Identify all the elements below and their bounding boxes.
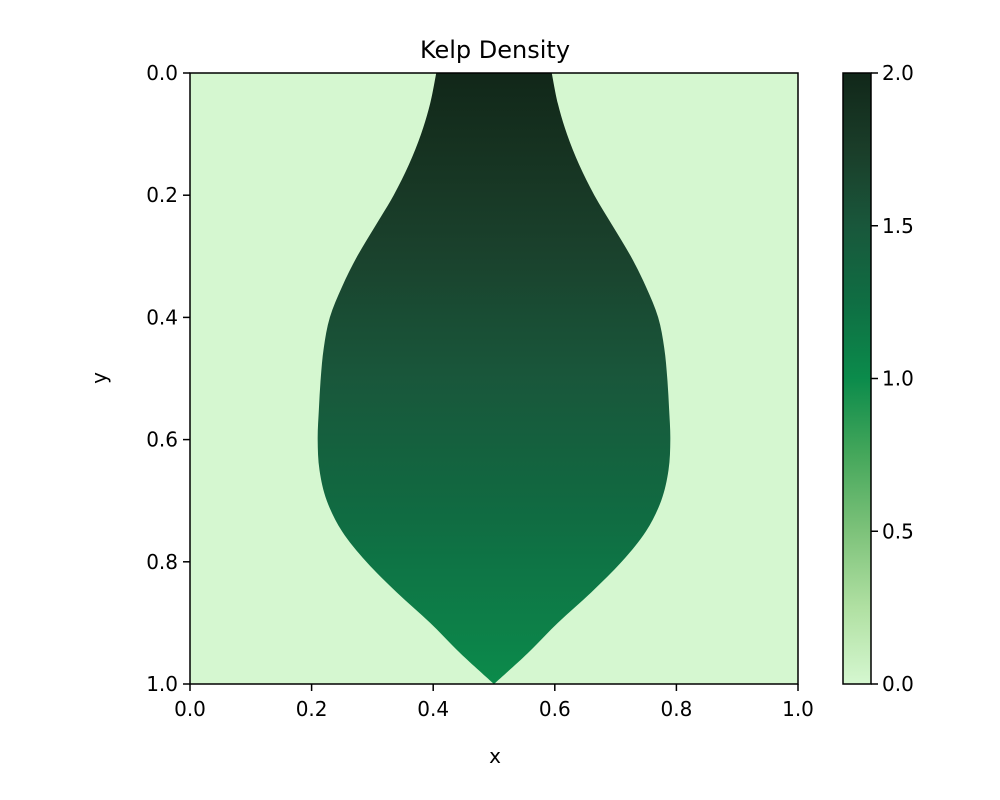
colorbar-tick-label: 0.0: [882, 672, 914, 696]
plot-frame: [189, 72, 799, 685]
colorbar-tick-label: 0.5: [882, 519, 914, 543]
y-tick-label: 0.6: [146, 428, 178, 452]
colorbar-scale: [842, 72, 872, 685]
x-axis: 0.0 0.2 0.4 0.6 0.8 1.0: [174, 684, 814, 721]
x-tick-label: 0.6: [539, 697, 571, 721]
y-tick-label: 0.4: [146, 305, 178, 329]
colorbar-tick-label: 1.5: [882, 214, 914, 238]
y-tick-label: 0.8: [146, 550, 178, 574]
y-axis: 0.0 0.2 0.4 0.6 0.8 1.0: [146, 61, 190, 696]
x-tick-label: 0.4: [417, 697, 449, 721]
x-tick-label: 0.0: [174, 697, 206, 721]
colorbar: 0.0 0.5 1.0 1.5 2.0: [842, 61, 914, 696]
y-tick-label: 0.0: [146, 61, 178, 85]
colorbar-tick-label: 1.0: [882, 367, 914, 391]
y-tick-label: 0.2: [146, 183, 178, 207]
kelp-density-region: [317, 73, 671, 684]
plot-area: [189, 72, 799, 685]
chart-title: Kelp Density: [420, 36, 570, 64]
y-axis-label: y: [87, 372, 111, 384]
x-axis-label: x: [489, 744, 501, 768]
colorbar-tick-label: 2.0: [882, 61, 914, 85]
y-tick-label: 1.0: [146, 672, 178, 696]
x-tick-label: 1.0: [782, 697, 814, 721]
x-tick-label: 0.8: [660, 697, 692, 721]
x-tick-label: 0.2: [296, 697, 328, 721]
